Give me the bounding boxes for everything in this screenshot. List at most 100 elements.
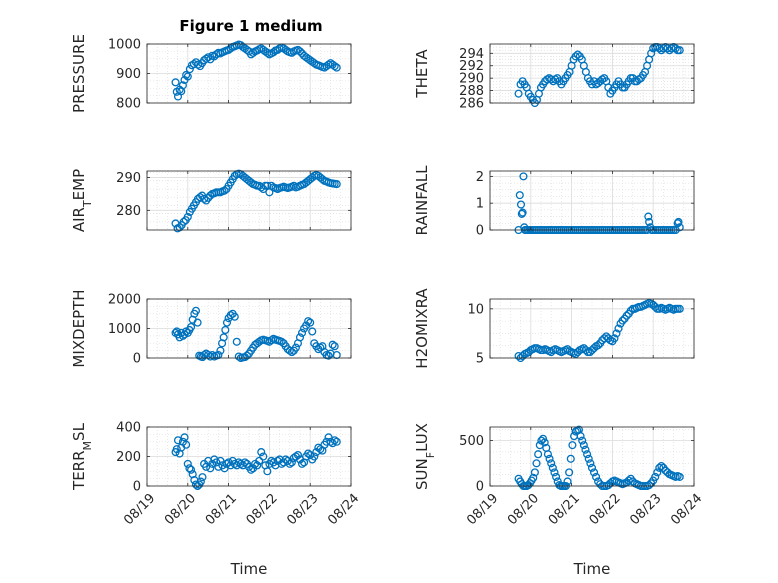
data-point — [295, 47, 305, 56]
data-point — [277, 337, 286, 346]
data-point — [584, 454, 593, 463]
data-point — [246, 465, 256, 474]
data-points — [514, 298, 684, 362]
data-point — [269, 48, 278, 57]
data-point — [182, 70, 191, 80]
data-point — [578, 436, 587, 445]
data-point — [173, 436, 183, 445]
data-point — [657, 461, 666, 471]
data-point — [182, 440, 191, 449]
data-point — [267, 456, 276, 465]
data-point — [230, 312, 239, 321]
data-point — [297, 328, 307, 337]
data-point — [645, 217, 654, 227]
data-point — [647, 49, 656, 58]
y-axis-label: AIRTEMP — [70, 169, 94, 232]
data-point — [563, 477, 572, 486]
data-point — [316, 343, 325, 352]
data-point — [519, 172, 528, 181]
data-point — [185, 65, 194, 74]
data-point — [253, 461, 262, 470]
data-point — [579, 441, 588, 450]
y-tick-label: 1 — [476, 197, 484, 212]
data-point — [287, 348, 296, 357]
data-point — [644, 212, 653, 221]
data-point — [187, 322, 196, 332]
x-axis-label: Time — [573, 560, 611, 578]
data-point — [255, 456, 264, 465]
data-point — [267, 336, 276, 345]
data-point — [183, 72, 192, 81]
data-point — [198, 473, 207, 482]
axes-box — [489, 170, 695, 231]
data-point — [332, 437, 341, 446]
data-point — [651, 472, 660, 481]
data-point — [515, 191, 524, 200]
data-point — [180, 433, 189, 442]
data-point — [516, 200, 526, 209]
data-point — [326, 437, 335, 446]
data-point — [518, 208, 527, 217]
data-point — [263, 467, 272, 476]
data-point — [675, 46, 684, 55]
data-point — [618, 316, 627, 325]
data-point — [589, 468, 599, 477]
data-points — [514, 43, 684, 107]
data-points — [171, 169, 341, 233]
subplot-pressure: 800 900 1000 PRESSURE — [70, 34, 352, 113]
data-points — [171, 306, 341, 362]
y-tick-label: 0 — [133, 480, 141, 495]
y-tick-label: 290 — [116, 171, 141, 186]
data-point — [653, 468, 662, 477]
subplot-h2omixra: 5 10 H2OMIXRA — [413, 288, 695, 369]
axes-box — [489, 298, 695, 359]
y-tick-label: 200 — [116, 450, 141, 465]
data-point — [594, 341, 603, 350]
data-point — [246, 178, 256, 187]
y-tick-label: 1000 — [108, 322, 141, 337]
data-point — [291, 343, 300, 352]
data-point — [310, 452, 319, 461]
subplot-air_temp: 280 290 AIRTEMP — [70, 169, 352, 233]
y-tick-label: 286 — [459, 97, 484, 112]
y-tick-label: 5 — [476, 352, 484, 367]
data-point — [222, 318, 232, 327]
data-point — [614, 324, 623, 333]
y-axis-label: SUNFLUX — [413, 423, 437, 490]
data-point — [576, 432, 585, 441]
y-tick-label: 0 — [476, 480, 484, 495]
data-point — [214, 350, 223, 360]
data-point — [171, 78, 180, 87]
data-point — [208, 350, 217, 360]
y-tick-label: 900 — [116, 67, 141, 82]
data-point — [330, 62, 339, 71]
y-axis-label: H2OMIXRA — [413, 288, 431, 369]
data-point — [675, 223, 684, 232]
y-tick-label: 288 — [459, 84, 484, 99]
data-point — [316, 445, 325, 454]
data-point — [645, 481, 654, 490]
data-point — [566, 454, 575, 463]
data-point — [240, 458, 249, 467]
data-point — [293, 450, 303, 460]
y-tick-label: 10 — [467, 302, 484, 317]
subplot-rainfall: 0 1 2 RAINFALL — [413, 165, 695, 239]
data-point — [178, 81, 187, 90]
data-point — [230, 459, 239, 468]
data-point — [674, 217, 683, 227]
data-point — [175, 223, 184, 232]
x-axis-label: Time — [230, 560, 268, 578]
data-point — [612, 329, 621, 338]
y-tick-label: 2 — [476, 170, 484, 185]
data-point — [622, 311, 631, 320]
data-point — [332, 63, 341, 72]
data-point — [267, 181, 276, 190]
data-point — [285, 459, 294, 468]
data-point — [226, 461, 235, 470]
axes-box — [489, 426, 695, 487]
data-point — [236, 459, 245, 468]
data-point — [552, 472, 561, 481]
data-point — [571, 52, 580, 61]
